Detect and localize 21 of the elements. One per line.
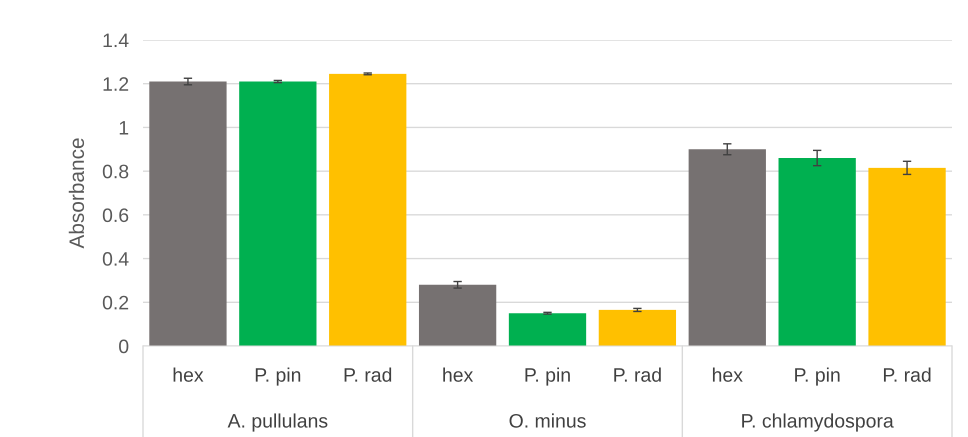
series-label: P. pin bbox=[256, 368, 300, 386]
x-tick-label: P. chlamydospora bbox=[742, 413, 894, 432]
y-tick-label: 1.2 bbox=[104, 77, 128, 91]
text: hex bbox=[443, 368, 474, 382]
y-tick-label: 0.2 bbox=[102, 296, 128, 310]
series-label: hex bbox=[174, 368, 204, 382]
y-tick-label: 0 bbox=[119, 339, 128, 354]
x-tick-label: A. pullulans bbox=[228, 413, 328, 432]
x-tick-label: O. minus bbox=[510, 413, 586, 428]
y-tick-label: 0.8 bbox=[102, 164, 128, 178]
text: P. rad bbox=[614, 368, 661, 382]
y-tick-label: 0.4 bbox=[102, 252, 129, 266]
text: P. pin bbox=[795, 368, 840, 386]
y-tick-label: 0.6 bbox=[102, 208, 128, 222]
series-label: P. rad bbox=[344, 368, 392, 382]
text: P. pin bbox=[525, 368, 570, 386]
text: P. rad bbox=[884, 368, 930, 382]
y-tick-label: 1.4 bbox=[104, 34, 129, 48]
y-axis-title: Absorbance bbox=[68, 138, 84, 249]
y-tick-label: 1 bbox=[120, 121, 128, 134]
text: hex bbox=[712, 368, 743, 382]
